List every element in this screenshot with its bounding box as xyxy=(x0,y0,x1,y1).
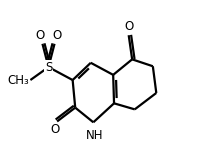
Text: NH: NH xyxy=(86,129,104,142)
Text: O: O xyxy=(35,29,44,42)
Text: O: O xyxy=(52,29,62,42)
Text: O: O xyxy=(124,20,133,33)
Text: CH₃: CH₃ xyxy=(8,74,30,87)
Text: O: O xyxy=(51,123,60,136)
Text: S: S xyxy=(45,61,52,74)
